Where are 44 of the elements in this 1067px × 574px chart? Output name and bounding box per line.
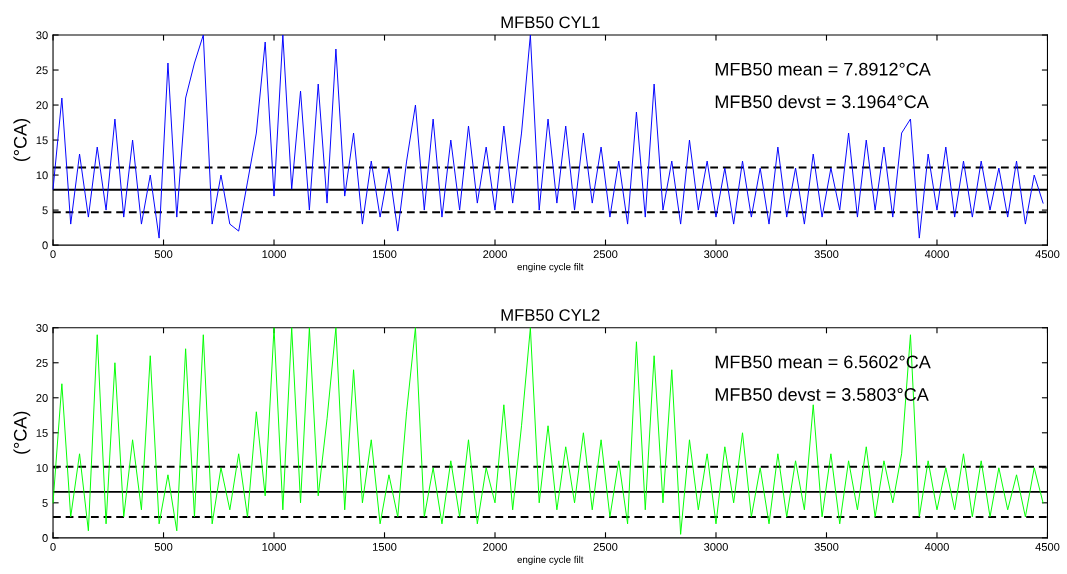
y-tick-label: 20	[36, 394, 48, 402]
x-tick-label: 1500	[373, 542, 397, 551]
x-tick-label: 3500	[814, 250, 839, 259]
y-tick-label: 0	[42, 241, 48, 250]
line-series	[52, 327, 1044, 535]
x-tick-label: 2000	[483, 542, 507, 551]
y-tick-label: 20	[36, 101, 48, 110]
x-tick-label: 2500	[593, 250, 618, 259]
chart-title: MFB50 CYL2	[501, 309, 600, 321]
y-tick-label: 0	[42, 534, 48, 542]
x-tick-label: 2000	[483, 250, 507, 259]
y-tick-label: 30	[36, 324, 48, 332]
x-tick-label: 3500	[814, 542, 839, 551]
x-tick-label: 2500	[593, 542, 618, 551]
x-axis-title: engine cycle filt	[517, 263, 584, 273]
x-tick-label: 1500	[373, 250, 397, 259]
x-tick-label: 500	[154, 250, 173, 259]
y-tick-label: 5	[42, 206, 48, 215]
x-tick-label: 0	[50, 542, 56, 551]
x-axis-title: engine cycle filt	[517, 555, 584, 565]
y-axis-title: (°CA)	[13, 411, 31, 454]
y-tick-label: 25	[36, 359, 48, 367]
x-tick-label: 4000	[924, 542, 949, 551]
x-tick-label: 500	[154, 542, 173, 551]
y-tick-label: 25	[36, 66, 48, 75]
annotation: MFB50 devst = 3.1964°CA	[715, 94, 929, 109]
y-tick-label: 10	[36, 464, 48, 472]
x-tick-label: 4500	[1035, 542, 1060, 551]
chart-title: MFB50 CYL1	[501, 16, 600, 29]
x-tick-label: 4500	[1035, 250, 1060, 259]
x-tick-label: 3000	[704, 250, 728, 259]
y-tick-label: 15	[36, 136, 48, 145]
annotation: MFB50 mean = 7.8912°CA	[715, 62, 931, 76]
x-tick-label: 3000	[704, 542, 728, 551]
x-tick-label: 1000	[262, 542, 286, 551]
y-tick-label: 5	[42, 499, 48, 507]
x-tick-label: 0	[50, 250, 56, 259]
line-series	[52, 34, 1044, 239]
y-axis-title: (°CA)	[13, 119, 31, 162]
x-tick-label: 1000	[262, 250, 286, 259]
y-tick-label: 10	[36, 171, 48, 180]
x-tick-label: 4000	[924, 250, 949, 259]
y-tick-label: 30	[36, 31, 48, 40]
y-tick-label: 15	[36, 429, 48, 437]
